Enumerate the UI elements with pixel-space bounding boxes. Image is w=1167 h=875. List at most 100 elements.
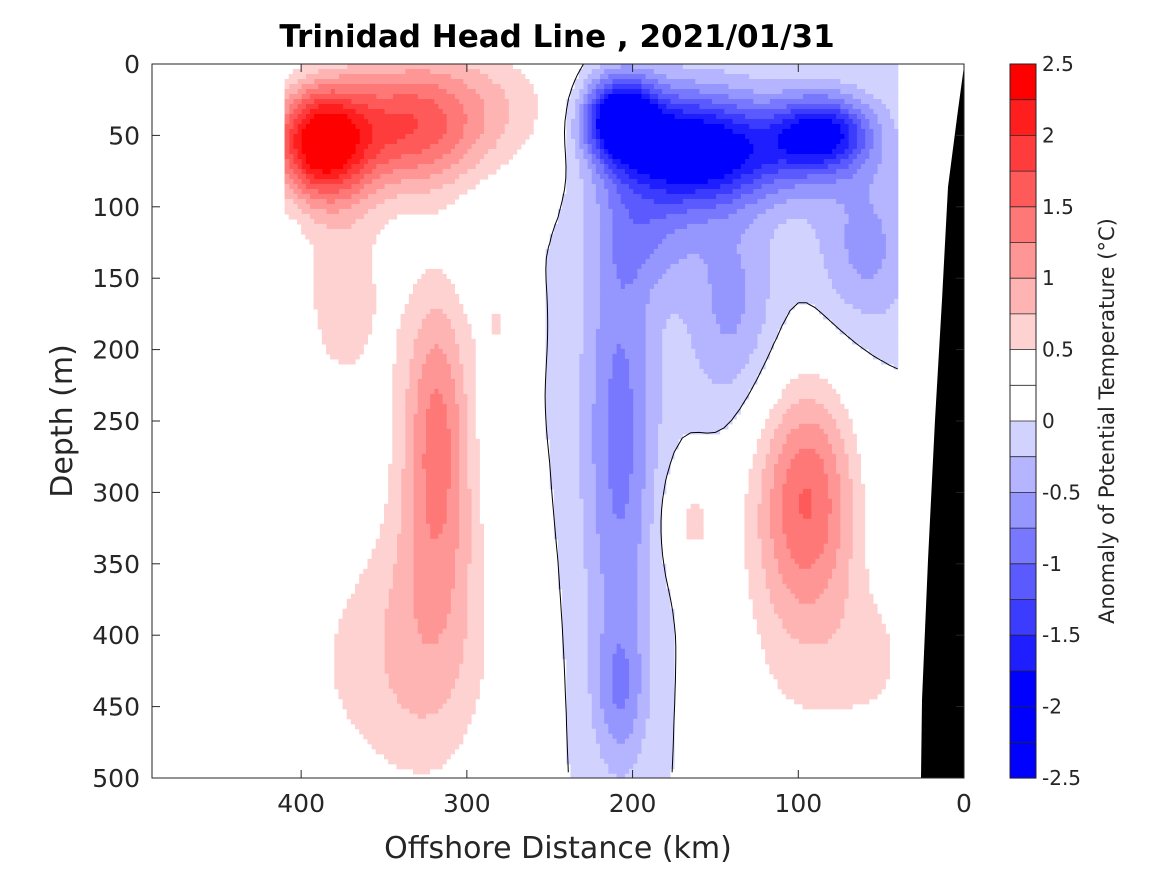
- field-cell: [790, 578, 795, 585]
- field-cell: [864, 228, 870, 235]
- field-cell: [769, 573, 775, 580]
- field-cell: [686, 428, 692, 435]
- field-cell: [885, 203, 891, 210]
- field-cell: [848, 248, 853, 255]
- field-cell: [761, 328, 766, 335]
- field-cell: [703, 98, 708, 105]
- field-cell: [674, 208, 679, 215]
- field-cell: [694, 93, 700, 100]
- field-cell: [868, 213, 874, 220]
- field-cell: [794, 653, 799, 660]
- field-cell: [819, 528, 824, 535]
- field-cell: [744, 78, 750, 85]
- field-cell: [806, 563, 812, 570]
- field-cell: [690, 303, 696, 310]
- field-cell: [790, 188, 795, 195]
- field-cell: [756, 103, 762, 110]
- field-cell: [703, 68, 708, 75]
- field-cell: [694, 64, 700, 70]
- field-cell: [835, 178, 841, 185]
- field-cell: [868, 118, 874, 125]
- field-cell: [777, 548, 783, 555]
- field-cell: [715, 263, 721, 270]
- field-cell: [814, 253, 820, 260]
- field-cell: [885, 323, 891, 330]
- field-cell: [885, 168, 891, 175]
- field-cell: [777, 103, 783, 110]
- field-cell: [889, 338, 895, 345]
- field-cell: [715, 218, 721, 225]
- field-cell: [810, 663, 816, 670]
- field-cell: [686, 533, 692, 540]
- field-cell: [794, 98, 799, 105]
- field-cell: [827, 498, 833, 505]
- field-cell: [819, 293, 824, 300]
- field-cell: [773, 113, 779, 120]
- field-cell: [752, 258, 758, 265]
- field-cell: [694, 243, 700, 250]
- field-cell: [827, 523, 833, 530]
- field-cell: [715, 343, 721, 350]
- field-cell: [703, 88, 708, 95]
- field-cell: [860, 268, 866, 275]
- field-cell: [761, 518, 766, 525]
- field-cell: [877, 283, 882, 290]
- field-cell: [698, 353, 704, 360]
- field-cell: [719, 98, 725, 105]
- field-cell: [839, 128, 845, 135]
- field-cell: [748, 68, 754, 75]
- field-cell: [831, 548, 837, 555]
- field-cell: [827, 548, 833, 555]
- field-cell: [740, 183, 746, 190]
- field-cell: [827, 313, 833, 320]
- anomaly-field: [284, 64, 899, 778]
- field-cell: [777, 93, 783, 100]
- field-cell: [790, 293, 795, 300]
- field-cell: [769, 318, 775, 325]
- field-cell: [843, 193, 849, 200]
- field-cell: [819, 138, 824, 145]
- field-cell: [806, 108, 812, 115]
- field-cell: [831, 628, 837, 635]
- field-cell: [769, 228, 775, 235]
- field-cell: [819, 64, 824, 70]
- field-cell: [744, 278, 750, 285]
- field-cell: [781, 213, 787, 220]
- field-cell: [694, 383, 700, 390]
- field-cell: [686, 288, 692, 295]
- field-cell: [814, 468, 820, 475]
- field-cell: [794, 553, 799, 560]
- field-cell: [723, 163, 729, 170]
- field-cell: [868, 658, 874, 665]
- field-cell: [806, 573, 812, 580]
- field-cell: [756, 363, 762, 370]
- field-cell: [678, 163, 683, 170]
- field-cell: [814, 438, 820, 445]
- field-cell: [769, 608, 775, 615]
- field-cell: [740, 313, 746, 320]
- field-cell: [856, 73, 862, 80]
- field-cell: [798, 203, 804, 210]
- field-cell: [690, 413, 696, 420]
- field-cell: [893, 258, 899, 265]
- field-cell: [756, 573, 762, 580]
- field-cell: [756, 218, 762, 225]
- field-cell: [777, 533, 783, 540]
- field-cell: [690, 348, 696, 355]
- field-cell: [674, 64, 679, 70]
- field-cell: [777, 523, 783, 530]
- field-cell: [707, 323, 712, 330]
- field-cell: [835, 73, 841, 80]
- field-cell: [769, 453, 775, 460]
- field-cell: [889, 158, 895, 165]
- field-cell: [806, 158, 812, 165]
- field-cell: [744, 203, 750, 210]
- field-cell: [810, 603, 816, 610]
- field-cell: [843, 143, 849, 150]
- field-cell: [777, 528, 783, 535]
- field-cell: [707, 343, 712, 350]
- field-cell: [773, 188, 779, 195]
- field-cell: [877, 333, 882, 340]
- field-cell: [761, 428, 766, 435]
- field-cell: [848, 73, 853, 80]
